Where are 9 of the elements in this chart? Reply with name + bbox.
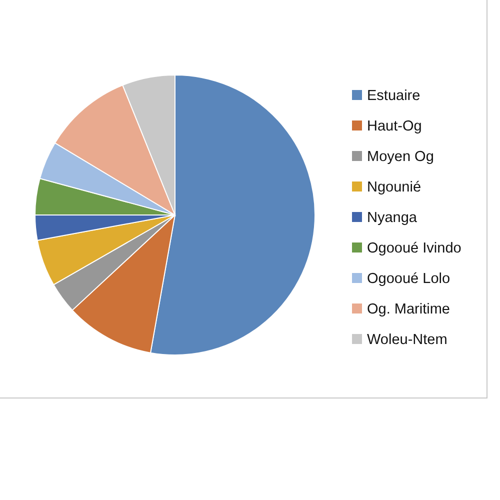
legend-label: Moyen Og xyxy=(367,149,434,166)
legend-label: Ogooué Ivindo xyxy=(367,240,462,257)
legend-label: Og. Maritime xyxy=(367,302,450,318)
legend-label: Ngounié xyxy=(367,180,422,196)
legend-label: Nyanga xyxy=(367,210,418,226)
legend-label: Woleu-Ntem xyxy=(367,332,448,348)
legend-label: Ogooué Lolo xyxy=(367,271,450,288)
legend-label: Estuaire xyxy=(367,88,420,104)
legend-label: Haut-Og xyxy=(367,118,422,135)
